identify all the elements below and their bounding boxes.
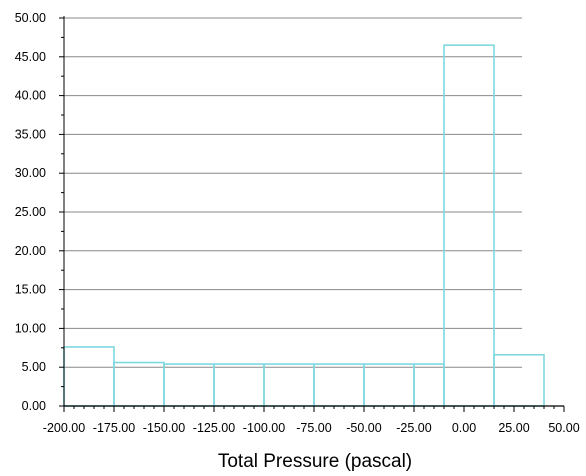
y-tick-label: 45.00 — [15, 50, 46, 64]
y-tick-label: 15.00 — [15, 283, 46, 297]
y-tick-label: 5.00 — [22, 360, 46, 374]
x-tick-label: -200.00 — [43, 421, 85, 435]
y-tick-label: 25.00 — [15, 205, 46, 219]
y-tick-label: 35.00 — [15, 127, 46, 141]
histogram-bar — [313, 363, 365, 407]
y-tick-label: 30.00 — [15, 166, 46, 180]
histogram-bar — [63, 346, 115, 407]
gridlines — [64, 17, 522, 368]
histogram-bar — [263, 363, 315, 407]
x-tick-label: -100.00 — [243, 421, 285, 435]
x-tick-label: -25.00 — [396, 421, 431, 435]
y-axis: 0.00 5.00 10.00 15.00 20.00 25.00 30.00 35.00 40… — [15, 11, 65, 413]
x-tick-label: -75.00 — [296, 421, 331, 435]
x-tick-label: -125.00 — [193, 421, 235, 435]
histogram-bar — [443, 44, 495, 407]
histogram-bar — [413, 363, 445, 407]
histogram-bar — [113, 361, 165, 407]
y-tick-label: 0.00 — [22, 399, 46, 413]
histogram-bar — [493, 353, 545, 407]
x-tick-label: -175.00 — [93, 421, 135, 435]
x-tick-label: -50.00 — [346, 421, 381, 435]
x-axis: -200.00 -175.00 -150.00 -125.00 -100.00 -75.0… — [43, 405, 580, 435]
x-tick-label: 0.00 — [452, 421, 476, 435]
x-axis-title: Total Pressure (pascal) — [218, 451, 412, 472]
histogram-bar — [363, 363, 415, 407]
y-tick-label: 10.00 — [15, 321, 46, 335]
y-tick-label: 50.00 — [15, 11, 46, 25]
histogram-bars — [63, 44, 545, 407]
histogram-bar — [213, 363, 265, 407]
histogram-bar — [163, 363, 215, 407]
x-tick-label: 25.00 — [498, 421, 529, 435]
x-tick-label: 50.00 — [548, 421, 579, 435]
y-tick-label: 40.00 — [15, 89, 46, 103]
x-tick-label: -150.00 — [143, 421, 185, 435]
y-tick-label: 20.00 — [15, 244, 46, 258]
